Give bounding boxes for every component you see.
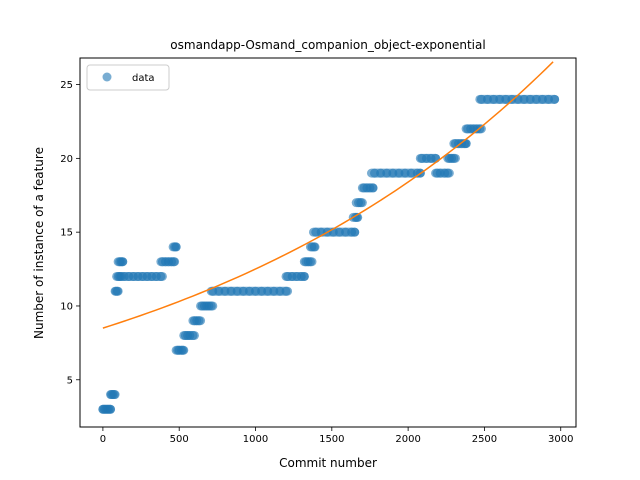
y-axis-ticks: 5 10 15 20 25 [60,80,80,386]
data-point-60 [281,286,291,296]
x-tick-label-0: 0 [100,434,106,445]
data-point-5 [106,404,116,414]
data-point-99 [431,153,441,163]
data-point-106 [449,153,459,163]
data-point-31 [171,242,181,252]
chart-title: osmandapp-Osmand_companion_object-expone… [170,38,485,52]
data-point-10 [112,286,122,296]
data-point-129 [550,94,560,104]
data-point-103 [443,168,453,178]
data-point-78 [350,227,360,237]
x-tick-label-500: 500 [170,434,189,445]
data-point-8 [109,390,119,400]
y-tick-label-15: 15 [60,228,73,239]
y-axis-label: Number of instance of a feature [32,147,46,339]
data-point-70 [309,242,319,252]
y-tick-label-25: 25 [60,80,73,91]
data-point-35 [178,345,188,355]
data-point-80 [352,212,362,222]
x-tick-label-1500: 1500 [319,434,344,445]
data-point-68 [305,257,315,267]
axes-frame [79,57,577,428]
data-point-39 [188,330,198,340]
legend: data [86,64,170,91]
y-tick-label-20: 20 [60,154,73,165]
fit-line [102,61,554,329]
plot-area [98,61,560,414]
legend-data-marker [102,72,112,82]
legend-box [86,64,170,91]
data-point-29 [169,257,179,267]
data-point-24 [156,271,166,281]
x-tick-label-2000: 2000 [395,434,420,445]
data-point-65 [299,271,309,281]
x-tick-label-2500: 2500 [472,434,497,445]
x-tick-label-1000: 1000 [243,434,268,445]
data-point-86 [368,183,378,193]
x-axis-ticks: 0 500 1000 1500 2000 2500 3000 [100,427,573,445]
data-point-111 [461,139,471,149]
data-point-82 [356,198,366,208]
y-tick-label-5: 5 [67,375,73,386]
data-point-47 [206,301,216,311]
x-tick-label-3000: 3000 [548,434,573,445]
data-point-15 [118,257,128,267]
y-tick-label-10: 10 [60,301,73,312]
legend-data-label: data [132,73,155,84]
x-axis-label: Commit number [279,456,377,470]
data-point-42 [194,316,204,326]
